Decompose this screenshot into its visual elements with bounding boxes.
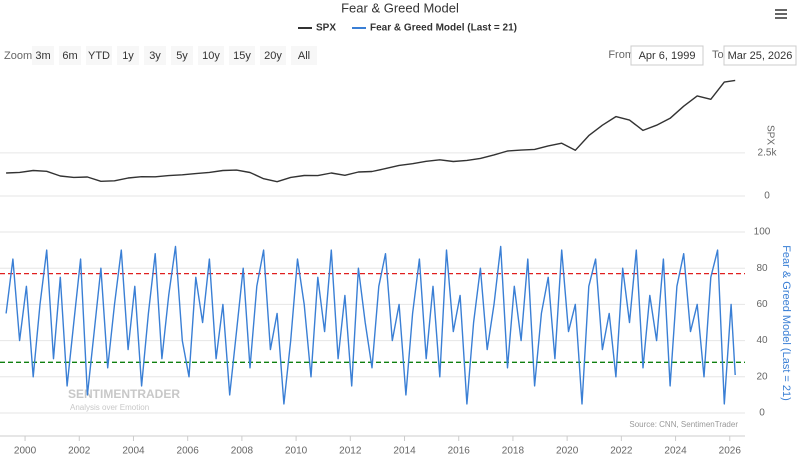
y-tick-label: 2.5k [758, 147, 778, 158]
x-tick-label: 2016 [448, 446, 471, 457]
zoom-button[interactable] [198, 46, 224, 65]
zoom-label: Zoom [4, 50, 32, 62]
menu-icon[interactable] [772, 6, 790, 22]
y-tick-label: 0 [759, 408, 765, 419]
y-tick-label: 100 [754, 227, 771, 238]
x-tick-label: 2012 [339, 446, 362, 457]
zoom-button-label[interactable]: 1y [122, 50, 134, 62]
zoom-button-label[interactable]: YTD [88, 50, 110, 62]
data-line [5, 245, 736, 405]
zoom-button[interactable] [59, 46, 81, 65]
zoom-button-label[interactable]: 3m [35, 50, 50, 62]
x-tick-label: 2008 [231, 446, 254, 457]
legend-label[interactable]: Fear & Greed Model (Last = 21) [370, 23, 517, 34]
zoom-button[interactable] [32, 46, 54, 65]
zoom-button[interactable] [86, 46, 112, 65]
x-tick-label: 2002 [68, 446, 91, 457]
to-date[interactable]: Mar 25, 2026 [728, 50, 793, 62]
x-tick-label: 2022 [610, 446, 633, 457]
zoom-button[interactable] [144, 46, 166, 65]
zoom-button[interactable] [171, 46, 193, 65]
y-tick-label: 40 [756, 335, 768, 346]
watermark-tagline: Analysis over Emotion [70, 403, 149, 412]
to-input[interactable] [723, 45, 797, 66]
zoom-button-label[interactable]: 20y [264, 50, 282, 62]
x-tick-label: 2026 [719, 446, 742, 457]
y-tick-label: 20 [756, 371, 768, 382]
y-tick-label: 60 [756, 299, 768, 310]
from-label: From [608, 49, 634, 61]
source: Source: CNN, SentimenTrader [629, 420, 738, 429]
x-tick-label: 2018 [502, 446, 525, 457]
zoom-button[interactable] [291, 46, 317, 65]
zoom-button[interactable] [260, 46, 286, 65]
watermark-brand: SENTIMENTRADER [68, 387, 180, 401]
chart-title: Fear & Greed Model [341, 0, 459, 15]
legend-label[interactable]: SPX [316, 23, 336, 34]
x-tick-label: 2020 [556, 446, 579, 457]
zoom-button-label[interactable]: 6m [62, 50, 77, 62]
y-axis-label: SPX [764, 125, 775, 145]
x-tick-label: 2004 [122, 446, 145, 457]
y-axis-label: Fear & Greed Model (Last = 21) [780, 245, 792, 401]
zoom-button-label[interactable]: 15y [233, 50, 251, 62]
x-tick-label: 2014 [393, 446, 416, 457]
zoom-button[interactable] [117, 46, 139, 65]
x-tick-label: 2000 [14, 446, 37, 457]
zoom-button-label[interactable]: 3y [149, 50, 161, 62]
y-tick-label: 0 [764, 191, 770, 202]
x-tick-label: 2010 [285, 446, 308, 457]
y-tick-label: 80 [756, 263, 768, 274]
x-tick-label: 2024 [664, 446, 687, 457]
x-tick-label: 2006 [177, 446, 200, 457]
zoom-button-label[interactable]: 5y [176, 50, 188, 62]
zoom-button-label[interactable]: 10y [202, 50, 220, 62]
from-date[interactable]: Apr 6, 1999 [639, 50, 696, 62]
data-line [6, 79, 736, 183]
zoom-button-label[interactable]: All [298, 50, 310, 62]
zoom-button[interactable] [229, 46, 255, 65]
from-input[interactable] [630, 45, 704, 66]
to-label: To [712, 49, 724, 61]
